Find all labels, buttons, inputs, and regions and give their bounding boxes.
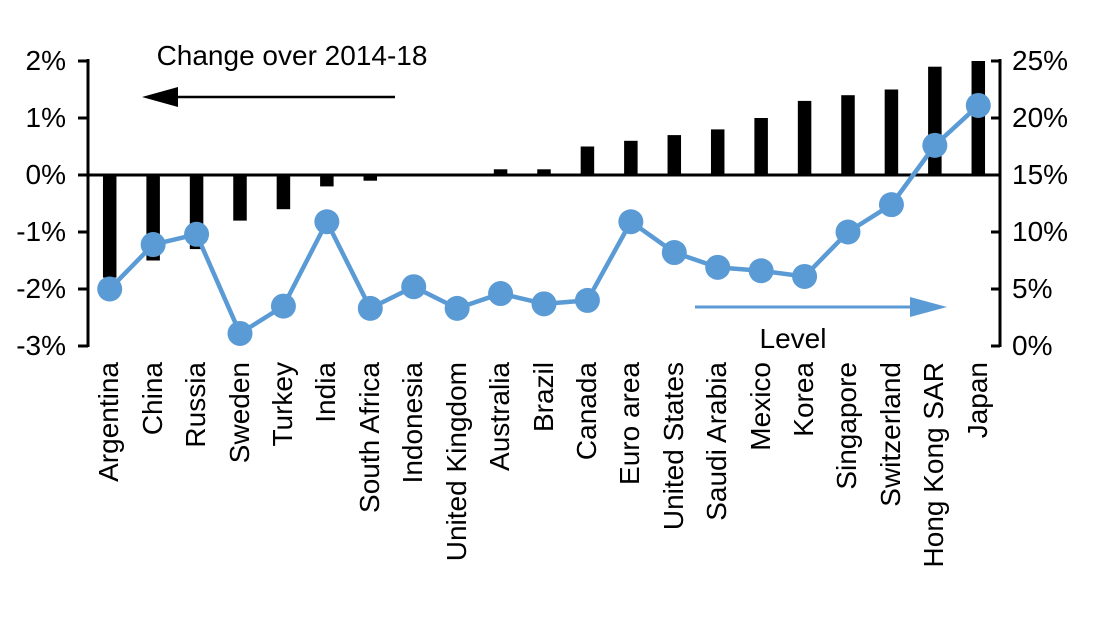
x-category-label-japan: Japan [961, 362, 993, 439]
level-marker-3 [227, 320, 253, 346]
x-category-cell: Korea [783, 362, 826, 619]
level-marker-16 [792, 263, 818, 289]
x-category-label-sweden: Sweden [223, 362, 255, 464]
x-category-cell: United Kingdom [435, 362, 478, 619]
x-category-cell: Argentina [88, 362, 131, 619]
level-marker-6 [357, 295, 383, 321]
x-category-label-brazil: Brazil [527, 362, 559, 433]
level-marker-18 [878, 192, 904, 218]
x-category-cell: Switzerland [870, 362, 913, 619]
right-axis-tick-label: 10% [1012, 216, 1069, 247]
level-marker-19 [922, 132, 948, 158]
change-bar-14 [710, 129, 725, 175]
change-bar-12 [624, 140, 638, 175]
level-marker-4 [270, 293, 296, 319]
x-category-cell: Euro area [609, 362, 652, 619]
change-bar-20 [971, 61, 986, 175]
x-category-label-australia: Australia [484, 362, 516, 471]
level-marker-9 [488, 281, 514, 307]
left-axis-tick-label: 1% [25, 102, 66, 133]
x-category-label-hong-kong-sar: Hong Kong SAR [918, 362, 950, 568]
level-arrow-head [910, 297, 947, 317]
right-axis-tick-label: 15% [1012, 159, 1069, 190]
level-marker-10 [531, 291, 557, 317]
level-marker-15 [748, 258, 774, 284]
level-marker-5 [314, 209, 340, 235]
level-marker-14 [705, 254, 731, 280]
x-category-cell: Brazil [522, 362, 565, 619]
change-bar-4 [276, 175, 291, 210]
level-marker-13 [661, 240, 687, 266]
x-category-cell: Hong Kong SAR [913, 362, 956, 619]
x-category-label-south-africa: South Africa [353, 362, 385, 513]
x-category-cell: Turkey [262, 362, 305, 619]
x-category-cell: Saudi Arabia [696, 362, 739, 619]
x-category-cell: Canada [566, 362, 609, 619]
x-category-label-china: China [136, 362, 168, 436]
x-category-label-saudi-arabia: Saudi Arabia [701, 362, 733, 521]
level-marker-17 [835, 219, 861, 245]
change-bar-10 [537, 169, 551, 175]
x-category-cell: Indonesia [392, 362, 435, 619]
right-axis-tick-label: 5% [1012, 273, 1053, 304]
level-marker-7 [401, 274, 427, 300]
x-category-cell: Sweden [218, 362, 261, 619]
change-bar-0 [102, 175, 117, 278]
x-category-label-united-states: United States [657, 362, 689, 531]
change-arrow-head [142, 87, 178, 107]
x-category-label-euro-area: Euro area [614, 362, 646, 485]
x-category-cell: Russia [175, 362, 218, 619]
x-category-cell: Australia [479, 362, 522, 619]
x-category-cell: China [131, 362, 174, 619]
x-axis-category-labels: Argentina China Russia Sweden Turkey India Sou… [88, 362, 1000, 619]
x-category-label-mexico: Mexico [744, 362, 776, 451]
x-category-label-united-kingdom: United Kingdom [440, 362, 472, 562]
change-bar-18 [884, 89, 899, 175]
left-axis-tick-label: 2% [25, 45, 66, 76]
level-marker-2 [184, 221, 210, 247]
level-marker-11 [574, 287, 600, 313]
change-bar-5 [320, 175, 334, 187]
x-category-label-indonesia: Indonesia [397, 362, 429, 484]
x-category-label-switzerland: Switzerland [874, 362, 906, 507]
level-marker-8 [444, 295, 470, 321]
level-marker-12 [618, 209, 644, 235]
level-marker-0 [97, 276, 123, 302]
x-category-label-russia: Russia [180, 362, 212, 448]
left-axis-tick-label: -2% [16, 273, 66, 304]
x-category-label-canada: Canada [570, 362, 602, 461]
change-bar-19 [928, 66, 942, 175]
x-category-cell: United States [652, 362, 695, 619]
left-axis-tick-label: 0% [25, 159, 66, 190]
x-category-label-singapore: Singapore [831, 362, 863, 490]
change-bar-17 [841, 95, 855, 175]
x-category-cell: Singapore [826, 362, 869, 619]
change-bar-3 [233, 175, 247, 221]
right-axis-tick-label: 25% [1012, 45, 1069, 76]
left-axis-tick-label: -3% [16, 330, 66, 361]
x-category-cell: Mexico [739, 362, 782, 619]
change-bar-9 [493, 169, 508, 175]
level-marker-1 [140, 232, 166, 258]
x-category-label-argentina: Argentina [93, 362, 125, 482]
right-axis-tick-label: 0% [1012, 330, 1053, 361]
x-category-label-korea: Korea [788, 362, 820, 437]
change-bar-6 [363, 175, 378, 181]
x-category-label-turkey: Turkey [267, 362, 298, 447]
change-bar-13 [667, 135, 682, 175]
change-bar-15 [754, 118, 768, 175]
level-label: Level [759, 323, 827, 354]
level-marker-20 [965, 92, 991, 118]
x-category-cell: South Africa [349, 362, 392, 619]
change-over-2014-18-label: Change over 2014-18 [156, 40, 428, 71]
change-bar-11 [580, 146, 595, 175]
right-axis-tick-label: 20% [1012, 102, 1069, 133]
left-axis-tick-label: -1% [16, 216, 66, 247]
x-category-label-india: India [310, 362, 342, 423]
x-category-cell: India [305, 362, 348, 619]
x-category-cell: Japan [956, 362, 999, 619]
change-bar-16 [797, 100, 812, 175]
